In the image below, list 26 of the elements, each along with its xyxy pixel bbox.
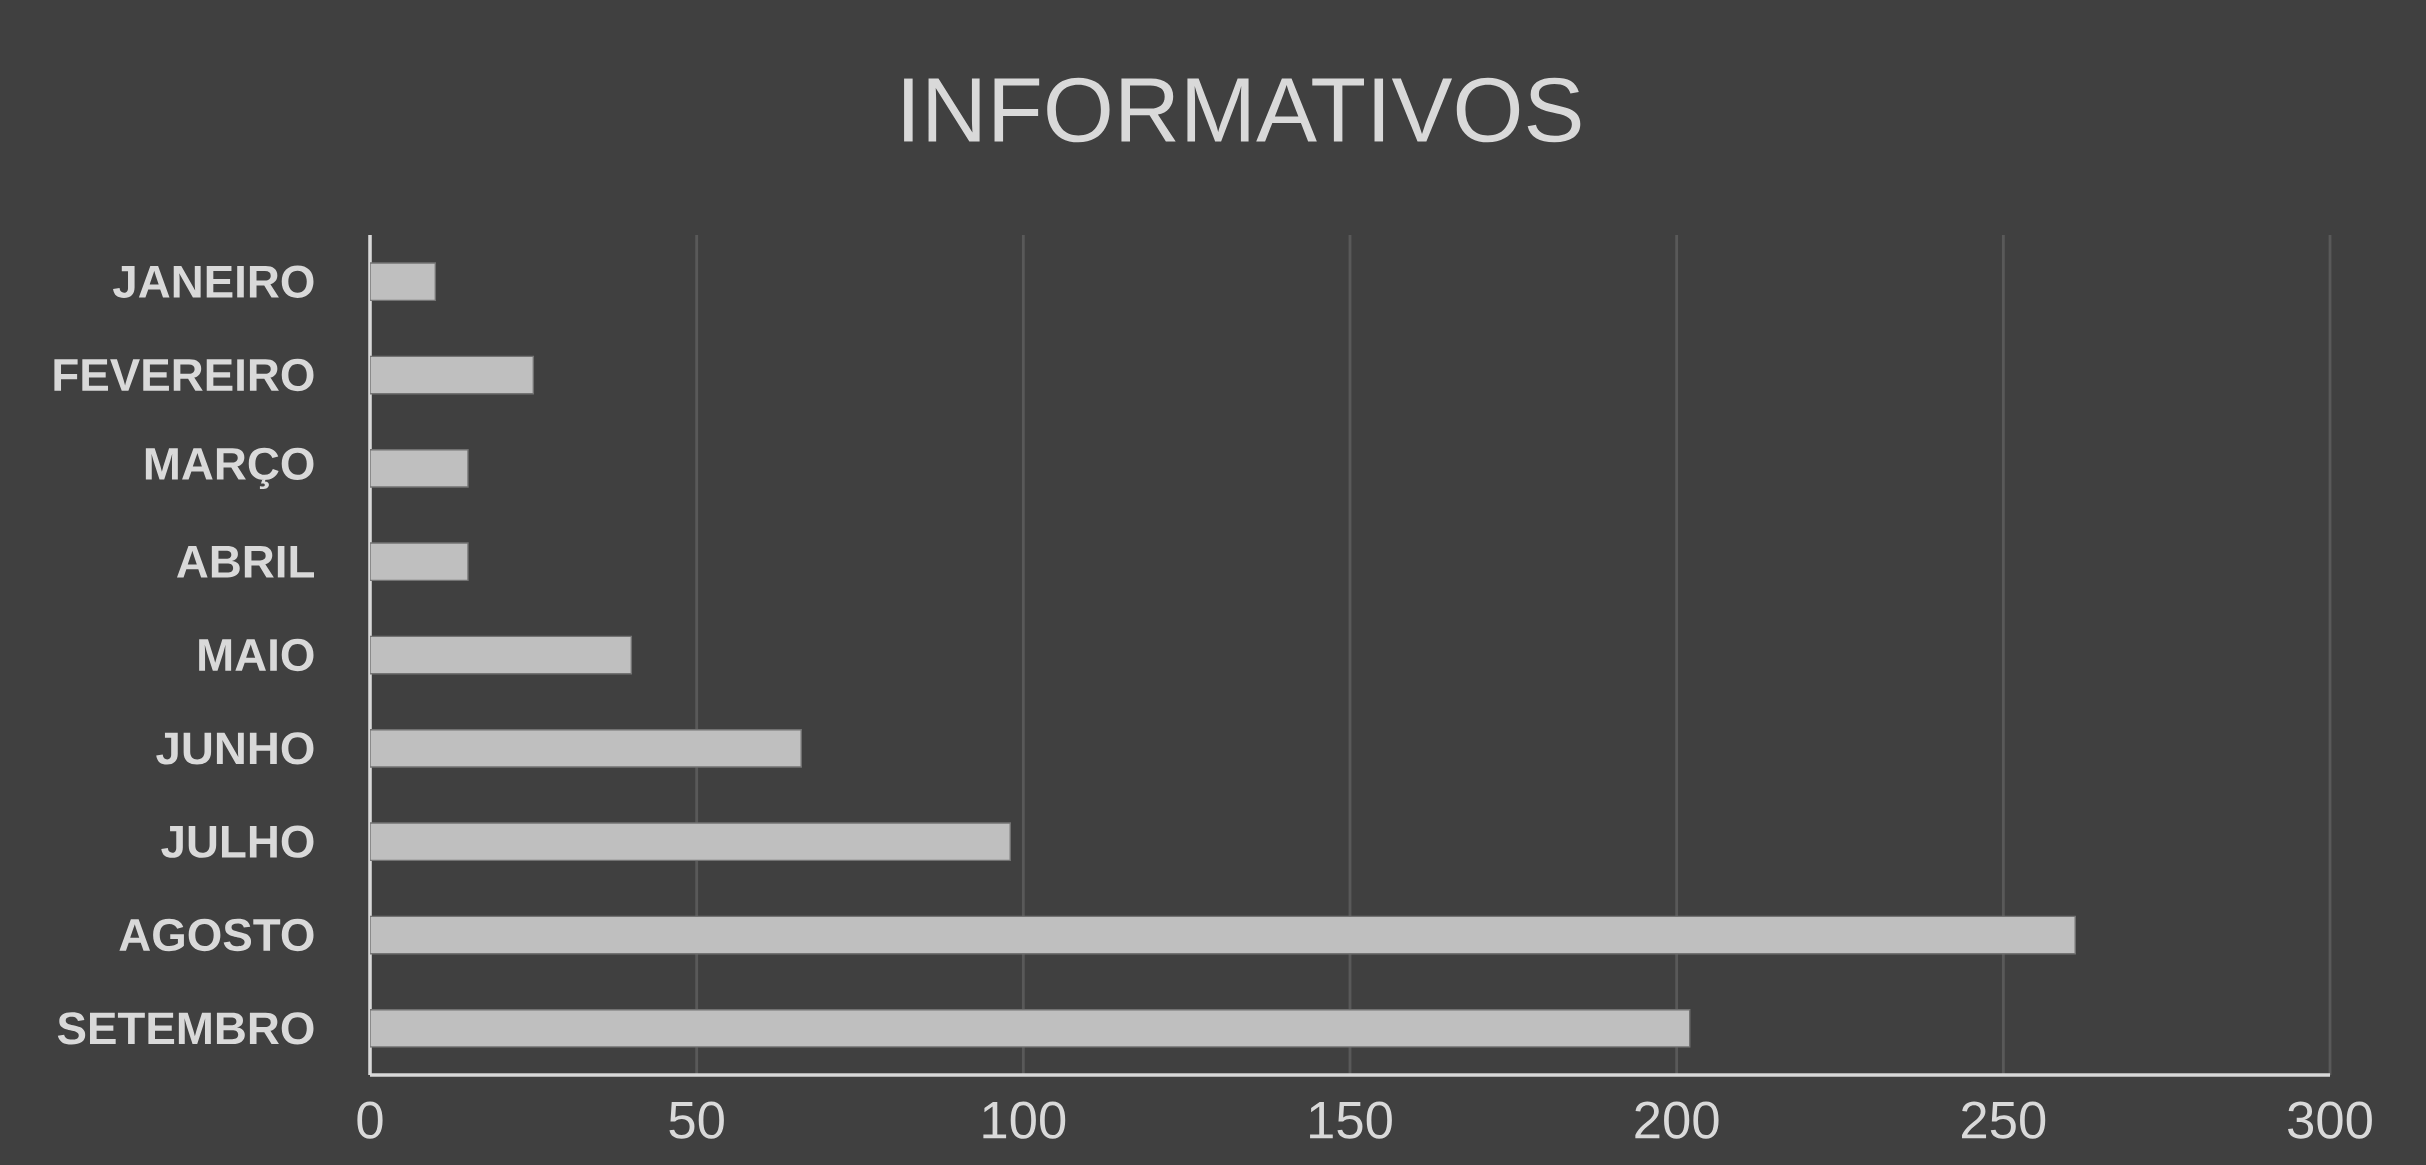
x-tick-label: 250 [1962,1101,2046,1139]
y-tick-label: ABRIL [176,546,314,578]
bar [370,635,633,675]
bar [370,262,437,302]
bar [370,355,535,395]
bar [370,1008,1691,1048]
bar [370,449,469,488]
x-tick-label: 100 [983,1101,1066,1139]
y-tick-label: AGOSTO [119,918,314,952]
y-tick-label: JANEIRO [113,265,314,298]
x-tick-label: 300 [2288,1101,2372,1139]
x-tick-label: 200 [1635,1101,1719,1139]
y-tick-label: FEVEREIRO [54,358,314,392]
x-tick-label: 0 [357,1101,383,1139]
x-tick-label: 50 [669,1101,724,1139]
y-tick-label: MARÇO [145,447,314,490]
y-tick-label: JULHO [161,825,314,858]
bar [370,822,1011,862]
x-tick-label: 150 [1310,1101,1392,1139]
y-tick-label: JUNHO [156,732,314,765]
y-tick-label: SETEMBRO [57,1012,314,1045]
bar [370,728,802,768]
bar [370,915,2076,955]
bar [370,542,469,582]
y-tick-label: MAIO [199,638,314,672]
chart-title: INFORMATIVOS [904,77,1581,143]
